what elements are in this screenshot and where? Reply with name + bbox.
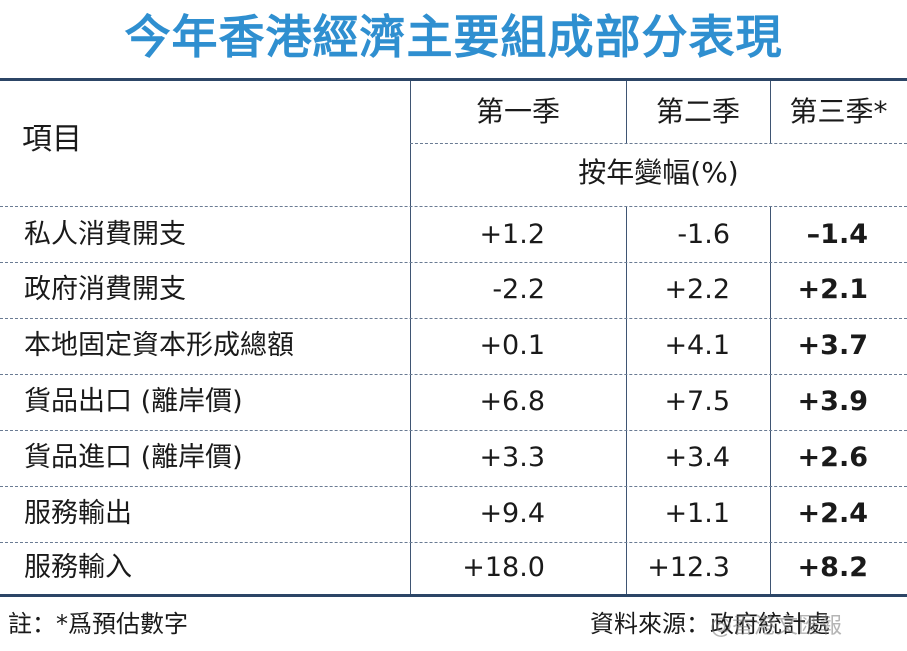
row-label: 貨品進口 (離岸價) <box>24 442 243 473</box>
column-divider-label <box>410 81 411 594</box>
row-divider <box>0 318 907 319</box>
source-note: 資料來源：政府統計處 <box>590 610 830 638</box>
row-value-q2: +12.3 <box>647 552 730 583</box>
header-unit: 按年變幅(%) <box>578 156 739 189</box>
row-divider <box>0 262 907 263</box>
header-q1: 第一季 <box>475 95 560 128</box>
page-title: 今年香港經濟主要組成部分表現 <box>124 10 783 64</box>
row-label: 服務輸入 <box>24 552 132 583</box>
row-label: 本地固定資本形成總額 <box>24 330 294 361</box>
header-q3: 第三季* <box>789 95 888 128</box>
row-value-q2: +4.1 <box>664 330 730 361</box>
column-divider-q2 <box>770 206 771 594</box>
row-value-q1: -2.2 <box>492 274 545 305</box>
header-divider <box>410 143 907 144</box>
row-value-q2: +2.2 <box>664 274 730 305</box>
row-value-q3: +2.6 <box>797 442 868 473</box>
row-label: 貨品出口 (離岸價) <box>24 386 243 417</box>
column-divider-q1 <box>626 206 627 594</box>
row-divider <box>0 206 907 207</box>
row-value-q3: –1.4 <box>806 219 868 250</box>
row-value-q1: +1.2 <box>479 219 545 250</box>
footnote: 註：*爲預估數字 <box>8 610 188 638</box>
row-value-q1: +0.1 <box>479 330 545 361</box>
row-value-q3: +3.7 <box>797 330 868 361</box>
row-value-q1: +3.3 <box>479 442 545 473</box>
row-value-q2: +7.5 <box>664 386 730 417</box>
row-value-q1: +18.0 <box>462 552 545 583</box>
watermark: @香港文匯報 <box>710 614 843 639</box>
row-value-q2: -1.6 <box>677 219 730 250</box>
row-value-q3: +2.1 <box>797 274 868 305</box>
column-divider-q1-header <box>626 81 627 143</box>
table-top-rule <box>0 78 907 81</box>
row-label: 私人消費開支 <box>24 219 186 250</box>
header-q2: 第二季 <box>655 95 740 128</box>
row-value-q3: +3.9 <box>797 386 868 417</box>
row-value-q1: +9.4 <box>479 498 545 529</box>
row-value-q3: +8.2 <box>797 552 868 583</box>
row-label: 政府消費開支 <box>24 274 186 305</box>
row-label: 服務輸出 <box>24 498 132 529</box>
row-divider <box>0 374 907 375</box>
row-divider <box>0 542 907 543</box>
table-bottom-rule <box>0 594 907 597</box>
row-divider <box>0 430 907 431</box>
row-value-q2: +1.1 <box>664 498 730 529</box>
row-value-q3: +2.4 <box>797 498 868 529</box>
row-value-q1: +6.8 <box>479 386 545 417</box>
row-value-q2: +3.4 <box>664 442 730 473</box>
header-item: 項目 <box>22 122 82 157</box>
row-divider <box>0 486 907 487</box>
column-divider-q2-header <box>770 81 771 143</box>
